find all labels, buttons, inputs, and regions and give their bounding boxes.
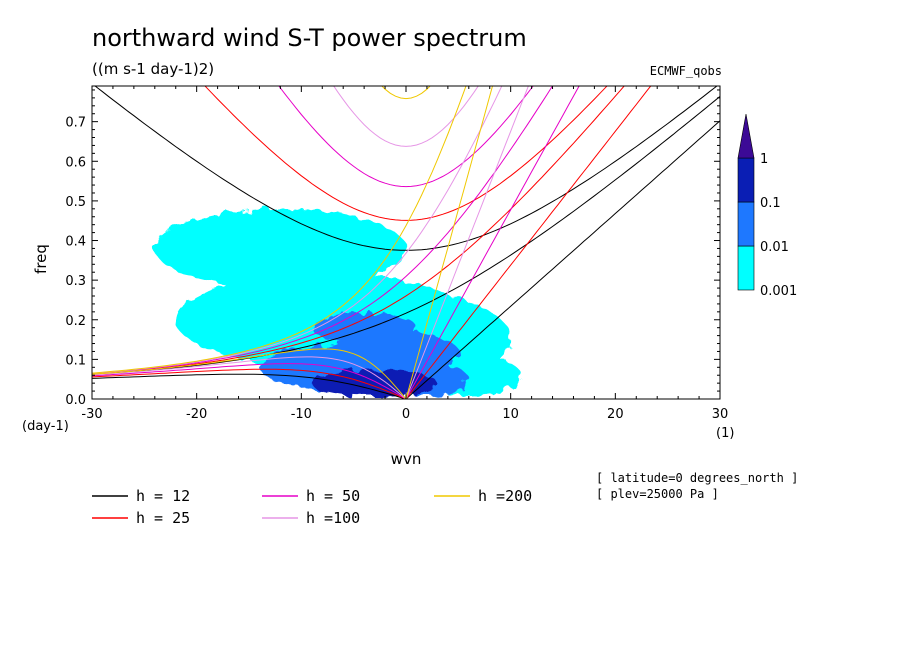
chart-subtitle: ((m s-1 day-1)2): [92, 60, 214, 78]
x-tick-label: 30: [712, 407, 729, 422]
kelvin-curve: [405, 86, 494, 399]
y-tick-label: 0.0: [65, 393, 86, 408]
y-tick-label: 0.2: [65, 314, 86, 329]
plot-area: -30 -20 -10 0 10 20 30 0.00.10.20.30.40.50.60.…: [65, 85, 728, 422]
annotation-latitude: [ latitude=0 degrees_north ]: [596, 471, 798, 485]
colorbar-extension: [737, 113, 755, 159]
x-tick-label: -10: [291, 407, 312, 422]
y-tick-label: 0.7: [65, 116, 86, 131]
legend-entry: h =100: [306, 509, 360, 527]
y-axis-label: freq: [32, 244, 50, 274]
legend-entry: h = 50: [306, 487, 360, 505]
kelvin-curve: [405, 120, 720, 399]
x-axis: -30 -20 -10 0 10 20 30: [81, 86, 728, 422]
y-tick-label: 0.1: [65, 353, 86, 368]
dataset-label: ECMWF_qobs: [650, 64, 722, 78]
legend-entry: h = 25: [136, 509, 190, 527]
kelvin-curve: [405, 86, 580, 399]
colorbar: 0.001 0.01 0.1 1: [737, 113, 797, 299]
power-blob: [154, 208, 406, 289]
rossby-curve: [92, 356, 407, 399]
legend-entry: h = 12: [136, 487, 190, 505]
colorbar-segment: [737, 201, 755, 247]
mrg-curve: [92, 86, 503, 374]
mrg-curve: [92, 96, 720, 376]
colorbar-segment: [737, 245, 755, 291]
colorbar-segment: [737, 157, 755, 203]
y-unit-label: (day-1): [22, 419, 69, 434]
rossby-curve: [92, 363, 407, 399]
colorbar-label: 0.01: [760, 240, 789, 255]
x-tick-label: 0: [402, 407, 410, 422]
mrg-curve: [92, 86, 554, 375]
kelvin-curve: [405, 86, 529, 399]
colorbar-label: 0.001: [760, 284, 797, 299]
rossby-curve: [92, 368, 407, 399]
mrg-curve: [92, 86, 625, 375]
y-tick-label: 0.4: [65, 235, 86, 250]
rossby-curve: [92, 348, 407, 399]
gravity-curve: [278, 86, 534, 188]
colorbar-label: 0.1: [760, 196, 781, 211]
y-tick-label: 0.6: [65, 155, 86, 170]
chart-title: northward wind S-T power spectrum: [92, 24, 527, 52]
y-tick-label: 0.5: [65, 195, 86, 210]
dispersion-curves: [92, 86, 720, 399]
kelvin-curve: [405, 86, 652, 399]
gravity-curve: [204, 86, 608, 221]
y-axis: 0.0 0.1 0.2 0.3 0.4 0.5 0.6 0.7: [65, 89, 720, 408]
rossby-curve: [92, 373, 407, 399]
x-axis-label: wvn: [391, 450, 422, 468]
mrg-curve: [92, 86, 467, 374]
x-unit-label: (1): [716, 426, 734, 441]
annotation-plev: [ plev=25000 Pa ]: [596, 487, 719, 501]
gravity-curve: [94, 86, 718, 251]
x-tick-label: -20: [186, 407, 207, 422]
y-tick-label: 0.3: [65, 274, 86, 289]
x-tick-label: 10: [502, 407, 519, 422]
legend: h = 12 h = 25 h = 50 h =100 h =200: [92, 487, 532, 527]
colorbar-label: 1: [760, 152, 768, 167]
x-tick-label: 20: [607, 407, 624, 422]
gravity-curve: [381, 86, 431, 100]
x-tick-label: -30: [81, 407, 102, 422]
gravity-curve: [333, 86, 479, 147]
legend-entry: h =200: [478, 487, 532, 505]
